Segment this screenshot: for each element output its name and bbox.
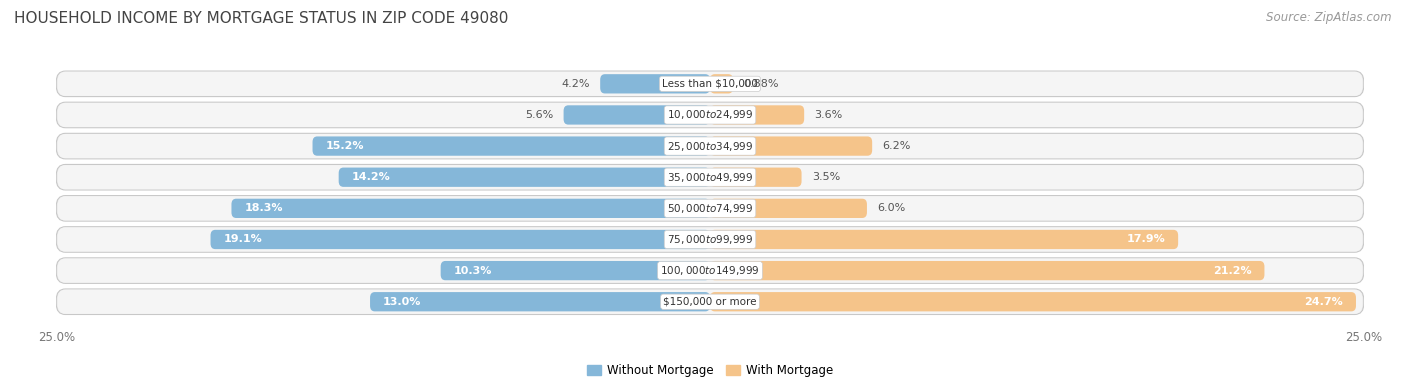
FancyBboxPatch shape (58, 196, 1362, 220)
FancyBboxPatch shape (58, 227, 1362, 252)
FancyBboxPatch shape (56, 195, 1364, 221)
Text: 13.0%: 13.0% (382, 297, 422, 307)
FancyBboxPatch shape (58, 134, 1362, 158)
Text: $150,000 or more: $150,000 or more (664, 297, 756, 307)
Text: 10.3%: 10.3% (454, 266, 492, 276)
FancyBboxPatch shape (312, 136, 710, 156)
Text: 5.6%: 5.6% (524, 110, 553, 120)
Text: 3.5%: 3.5% (813, 172, 841, 182)
FancyBboxPatch shape (710, 292, 1355, 311)
FancyBboxPatch shape (56, 258, 1364, 284)
FancyBboxPatch shape (710, 167, 801, 187)
Text: 17.9%: 17.9% (1126, 234, 1166, 245)
Text: 6.0%: 6.0% (877, 203, 905, 213)
FancyBboxPatch shape (710, 261, 1264, 280)
FancyBboxPatch shape (710, 105, 804, 125)
FancyBboxPatch shape (58, 290, 1362, 314)
Text: 24.7%: 24.7% (1305, 297, 1343, 307)
Text: 15.2%: 15.2% (326, 141, 364, 151)
Text: HOUSEHOLD INCOME BY MORTGAGE STATUS IN ZIP CODE 49080: HOUSEHOLD INCOME BY MORTGAGE STATUS IN Z… (14, 11, 509, 26)
Text: $100,000 to $149,999: $100,000 to $149,999 (661, 264, 759, 277)
FancyBboxPatch shape (211, 230, 710, 249)
FancyBboxPatch shape (56, 102, 1364, 128)
Text: $35,000 to $49,999: $35,000 to $49,999 (666, 171, 754, 184)
Text: $25,000 to $34,999: $25,000 to $34,999 (666, 139, 754, 153)
FancyBboxPatch shape (56, 133, 1364, 159)
Text: 14.2%: 14.2% (352, 172, 391, 182)
Text: $50,000 to $74,999: $50,000 to $74,999 (666, 202, 754, 215)
Text: 6.2%: 6.2% (883, 141, 911, 151)
FancyBboxPatch shape (564, 105, 710, 125)
FancyBboxPatch shape (56, 227, 1364, 252)
Text: 21.2%: 21.2% (1213, 266, 1251, 276)
FancyBboxPatch shape (58, 103, 1362, 127)
Text: Less than $10,000: Less than $10,000 (662, 79, 758, 89)
FancyBboxPatch shape (58, 72, 1362, 96)
FancyBboxPatch shape (58, 259, 1362, 283)
Legend: Without Mortgage, With Mortgage: Without Mortgage, With Mortgage (588, 364, 832, 377)
FancyBboxPatch shape (710, 136, 872, 156)
FancyBboxPatch shape (440, 261, 710, 280)
Text: 4.2%: 4.2% (561, 79, 589, 89)
FancyBboxPatch shape (710, 230, 1178, 249)
FancyBboxPatch shape (56, 164, 1364, 190)
Text: $10,000 to $24,999: $10,000 to $24,999 (666, 108, 754, 121)
FancyBboxPatch shape (600, 74, 710, 93)
FancyBboxPatch shape (56, 289, 1364, 314)
FancyBboxPatch shape (232, 199, 710, 218)
FancyBboxPatch shape (339, 167, 710, 187)
Text: $75,000 to $99,999: $75,000 to $99,999 (666, 233, 754, 246)
FancyBboxPatch shape (56, 71, 1364, 97)
Text: Source: ZipAtlas.com: Source: ZipAtlas.com (1267, 11, 1392, 24)
FancyBboxPatch shape (710, 199, 868, 218)
Text: 19.1%: 19.1% (224, 234, 263, 245)
FancyBboxPatch shape (710, 74, 733, 93)
Text: 0.88%: 0.88% (744, 79, 779, 89)
FancyBboxPatch shape (370, 292, 710, 311)
Text: 3.6%: 3.6% (814, 110, 842, 120)
FancyBboxPatch shape (58, 165, 1362, 189)
Text: 18.3%: 18.3% (245, 203, 283, 213)
